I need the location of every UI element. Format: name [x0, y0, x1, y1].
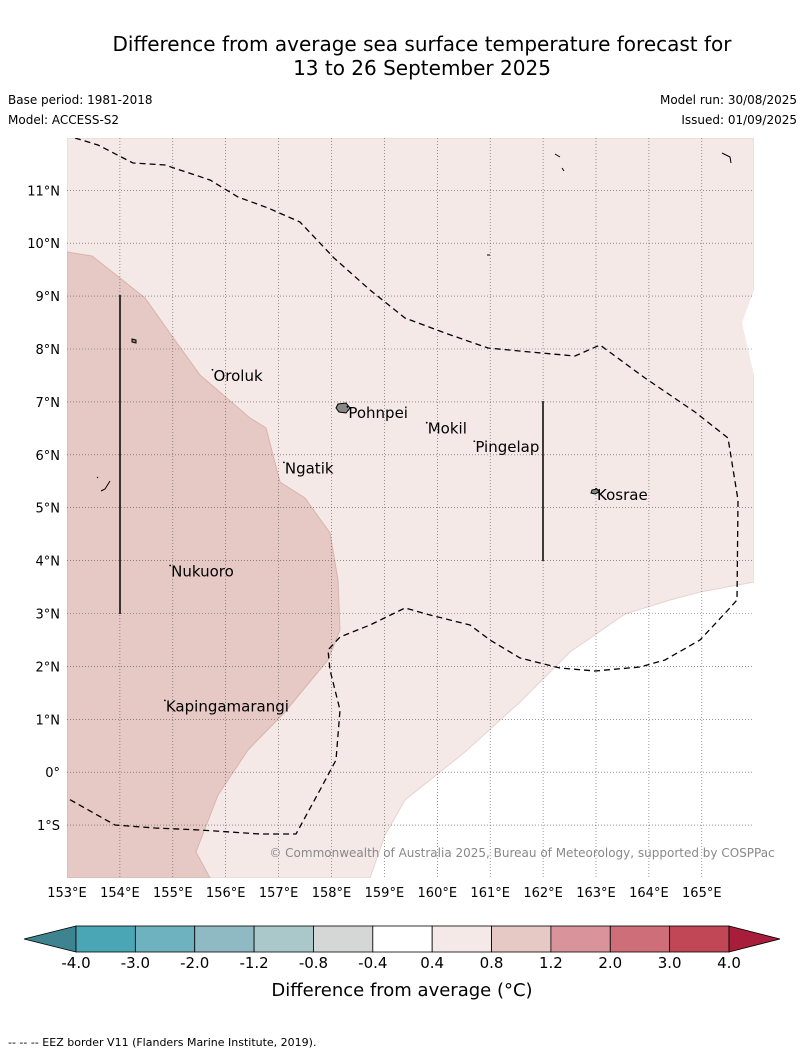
place-marker — [595, 487, 597, 490]
map-title-line1: Difference from average sea surface temp… — [112, 32, 732, 56]
anomaly-region-white-gap — [742, 233, 754, 375]
latitude-tick-label: 1°N — [36, 713, 61, 728]
colorbar-bin — [431, 925, 492, 953]
colorbar-bin — [313, 925, 374, 953]
colorbar-tick-label: -1.2 — [239, 954, 268, 972]
latitude-tick-label: 3°N — [36, 608, 61, 623]
colorbar-bin — [669, 925, 730, 953]
colorbar-bin — [194, 925, 255, 953]
colorbar-bin — [491, 925, 552, 953]
longitude-tick-label: 163°E — [576, 886, 616, 901]
colorbar-tick-label: 2.0 — [598, 954, 622, 972]
model-run: Model run: 30/08/2025 — [659, 93, 797, 107]
place-marker — [425, 421, 428, 424]
axis-labels: 153°E 154°E 155°E 156°E 157°E 158°E 159°E 160°E… — [27, 184, 721, 901]
colorbar-over-arrow — [728, 925, 781, 953]
place-marker — [473, 440, 476, 443]
latitude-tick-label: 0° — [45, 766, 60, 781]
colorbar-bin — [609, 925, 671, 953]
latitude-tick-label: 9°N — [36, 290, 61, 305]
islet-north-2 — [96, 254, 490, 492]
issued-date: Issued: 01/09/2025 — [681, 113, 797, 127]
colorbar-tick-label: 0.8 — [480, 954, 504, 972]
latitude-tick-label: 2°N — [36, 660, 61, 675]
latitude-tick-label: 11°N — [27, 184, 60, 199]
place-marker — [282, 461, 285, 464]
place-label-ngatik: Ngatik — [285, 459, 334, 477]
longitude-tick-label: 165°E — [682, 886, 722, 901]
anomaly-region-0-8-to-1-2 — [67, 251, 341, 878]
colorbar-tick-label: -4.0 — [61, 954, 90, 972]
colorbar-tick-label: 4.0 — [717, 954, 741, 972]
longitude-tick-label: 162°E — [523, 886, 563, 901]
eez-footnote: -- -- -- EEZ border V11 (Flanders Marine… — [8, 1036, 317, 1049]
longitude-tick-label: 159°E — [365, 886, 405, 901]
place-label-kapingamarangi: Kapingamarangi — [166, 697, 289, 715]
map-title-line2: 13 to 26 September 2025 — [293, 56, 551, 80]
colorbar-under-arrow — [23, 925, 77, 953]
place-label-pohnpei: Pohnpei — [348, 404, 408, 422]
place-marker — [211, 368, 214, 371]
base-period: Base period: 1981-2018 — [8, 93, 153, 107]
place-label-kosrae: Kosrae — [597, 486, 648, 504]
latitude-tick-label: 10°N — [27, 237, 60, 252]
map-title: Difference from average sea surface temp… — [0, 32, 804, 80]
place-label-nukuoro: Nukuoro — [171, 563, 234, 581]
islet-north-1 — [554, 152, 732, 172]
latitude-tick-label: 4°N — [36, 555, 61, 570]
longitude-tick-label: 157°E — [259, 886, 299, 901]
eez-borders — [67, 138, 739, 835]
colorbar-bin — [134, 925, 196, 953]
place-marker — [346, 405, 349, 408]
model-name: Model: ACCESS-S2 — [8, 113, 120, 127]
colorbar-tick-label: 3.0 — [658, 954, 682, 972]
latitude-tick-label: 6°N — [36, 449, 61, 464]
latitude-tick-label: 8°N — [36, 343, 61, 358]
island-west — [131, 338, 137, 344]
colorbar-bin — [550, 925, 611, 953]
island-pohnpei — [335, 402, 351, 414]
longitude-tick-label: 158°E — [312, 886, 352, 901]
colorbar-tick-label: -3.0 — [121, 954, 150, 972]
place-marker — [163, 699, 166, 702]
latitude-tick-label: 7°N — [36, 396, 61, 411]
map-plot-area: Oroluk Pohnpei Mokil Pingelap Ngatik Kosrae Nu… — [67, 138, 754, 878]
longitude-tick-label: 155°E — [153, 886, 193, 901]
colorbar: -4.0 -3.0 -2.0 -1.2 -0.8 -0.4 0.4 0.8 1.2 2.0 3.0 4… — [23, 925, 781, 972]
latitude-tick-label: 1°S — [37, 819, 60, 834]
longitude-tick-label: 160°E — [418, 886, 458, 901]
colorbar-tick-label: 0.4 — [420, 954, 444, 972]
colorbar-bin — [253, 925, 314, 953]
islands — [96, 152, 732, 495]
longitude-tick-label: 153°E — [47, 886, 87, 901]
longitude-tick-label: 161°E — [470, 886, 510, 901]
copyright-notice: © Commonwealth of Australia 2025, Bureau… — [269, 846, 774, 860]
eez-border-north — [67, 138, 739, 835]
longitude-tick-label: 154°E — [100, 886, 140, 901]
colorbar-tick-label: -2.0 — [180, 954, 209, 972]
latitude-tick-label: 5°N — [36, 502, 61, 517]
colorbar-tick-label: -0.4 — [358, 954, 387, 972]
place-marker — [169, 564, 172, 567]
place-label-pingelap: Pingelap — [475, 438, 539, 456]
colorbar-tick-label: -0.8 — [299, 954, 328, 972]
place-label-oroluk: Oroluk — [213, 367, 262, 385]
place-labels: Oroluk Pohnpei Mokil Pingelap Ngatik Kosrae Nu… — [163, 367, 648, 715]
longitude-tick-label: 164°E — [629, 886, 669, 901]
colorbar-bin — [372, 925, 433, 953]
colorbar-tick-label: 1.2 — [539, 954, 563, 972]
place-label-mokil: Mokil — [428, 420, 467, 438]
longitude-tick-label: 156°E — [206, 886, 246, 901]
colorbar-title: Difference from average (°C) — [271, 980, 533, 1001]
colorbar-bin — [75, 925, 136, 953]
